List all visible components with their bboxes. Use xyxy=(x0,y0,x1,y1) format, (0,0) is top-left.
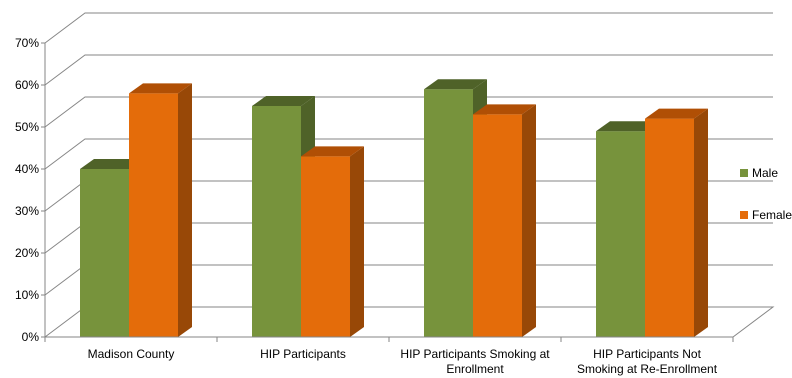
bar-top xyxy=(129,83,192,94)
bar-front xyxy=(252,106,301,337)
y-tick-label: 30% xyxy=(15,204,39,218)
x-category-line: Enrollment xyxy=(446,362,504,376)
y-tick-label: 10% xyxy=(15,288,39,302)
x-category-label: Madison County xyxy=(88,347,175,361)
bar-front xyxy=(80,169,129,337)
x-category-label: HIP Participants Not Smoking at Re-Enroll… xyxy=(577,347,718,376)
legend: Male Female xyxy=(740,166,792,222)
bar-top xyxy=(424,79,487,90)
bar-male xyxy=(424,79,487,337)
bar-female xyxy=(645,108,708,337)
gridline xyxy=(44,96,773,128)
y-tick-label: 0% xyxy=(22,330,40,344)
bar-female xyxy=(473,104,536,338)
bar-top xyxy=(645,108,708,119)
x-category-label: HIP Participants xyxy=(260,347,346,361)
bar-front xyxy=(645,118,694,337)
bar-female xyxy=(129,83,192,338)
legend-label-male: Male xyxy=(752,166,778,180)
x-category-label: HIP Participants Smoking at Enrollment xyxy=(400,347,550,376)
legend-label-female: Female xyxy=(752,208,792,222)
y-tick-label: 20% xyxy=(15,246,39,260)
bar-top xyxy=(252,96,315,106)
gridline xyxy=(44,138,773,170)
bar-side xyxy=(694,108,708,337)
x-category-line: HIP Participants Smoking at xyxy=(400,347,550,361)
bar-side xyxy=(178,83,192,338)
bar-female xyxy=(301,146,364,337)
gridline xyxy=(44,12,773,44)
bar-top xyxy=(80,159,143,169)
bar-side xyxy=(522,104,536,338)
y-tick-label: 70% xyxy=(15,36,39,50)
bar-top xyxy=(301,146,364,157)
x-category-line: HIP Participants xyxy=(260,347,346,361)
bar-side xyxy=(350,146,364,337)
bar-front xyxy=(301,156,350,337)
legend-swatch-male xyxy=(740,169,748,177)
bar-series xyxy=(80,79,708,338)
bar-top xyxy=(473,104,536,115)
bar-front xyxy=(596,131,645,337)
x-axis: Madison County HIP Participants HIP Partic… xyxy=(44,336,734,376)
bar-top xyxy=(596,121,659,132)
x-category-line: HIP Participants Not xyxy=(593,347,701,361)
bar-front xyxy=(424,89,473,337)
x-category-line: Smoking at Re-Enrollment xyxy=(577,362,718,376)
bar-front xyxy=(473,114,522,338)
y-axis: 0% 10% 20% 30% 40% 50% 60% 70% xyxy=(15,36,46,344)
legend-swatch-female xyxy=(740,211,748,219)
bar-front xyxy=(129,93,178,338)
x-category-line: Madison County xyxy=(88,347,175,361)
y-tick-label: 40% xyxy=(15,162,39,176)
gridline xyxy=(44,54,773,86)
y-tick-label: 60% xyxy=(15,78,39,92)
y-tick-label: 50% xyxy=(15,120,39,134)
